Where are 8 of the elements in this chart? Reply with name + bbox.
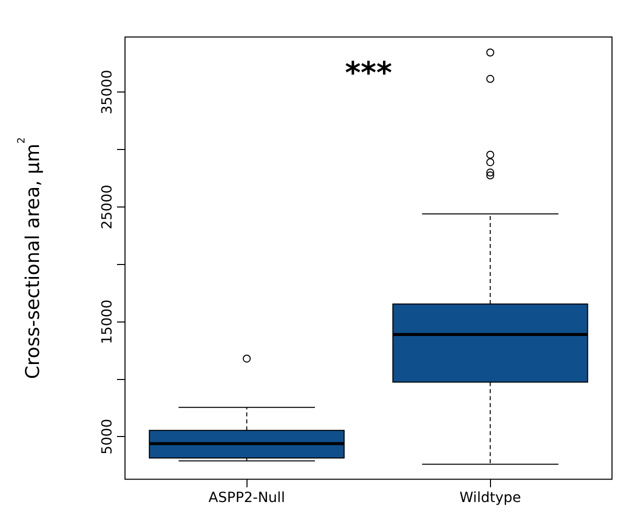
annotation: *** [344, 56, 392, 91]
x-tick-label: ASPP2-Null [208, 490, 285, 506]
y-tick-label: 5000 [100, 418, 116, 455]
y-axis-title: Cross-sectional area, µm2 [16, 137, 44, 379]
y-tick-label: 15000 [100, 300, 116, 344]
y-tick-label: 35000 [100, 70, 116, 114]
x-tick-label: Wildtype [460, 490, 521, 506]
y-tick-label: 25000 [100, 184, 116, 230]
